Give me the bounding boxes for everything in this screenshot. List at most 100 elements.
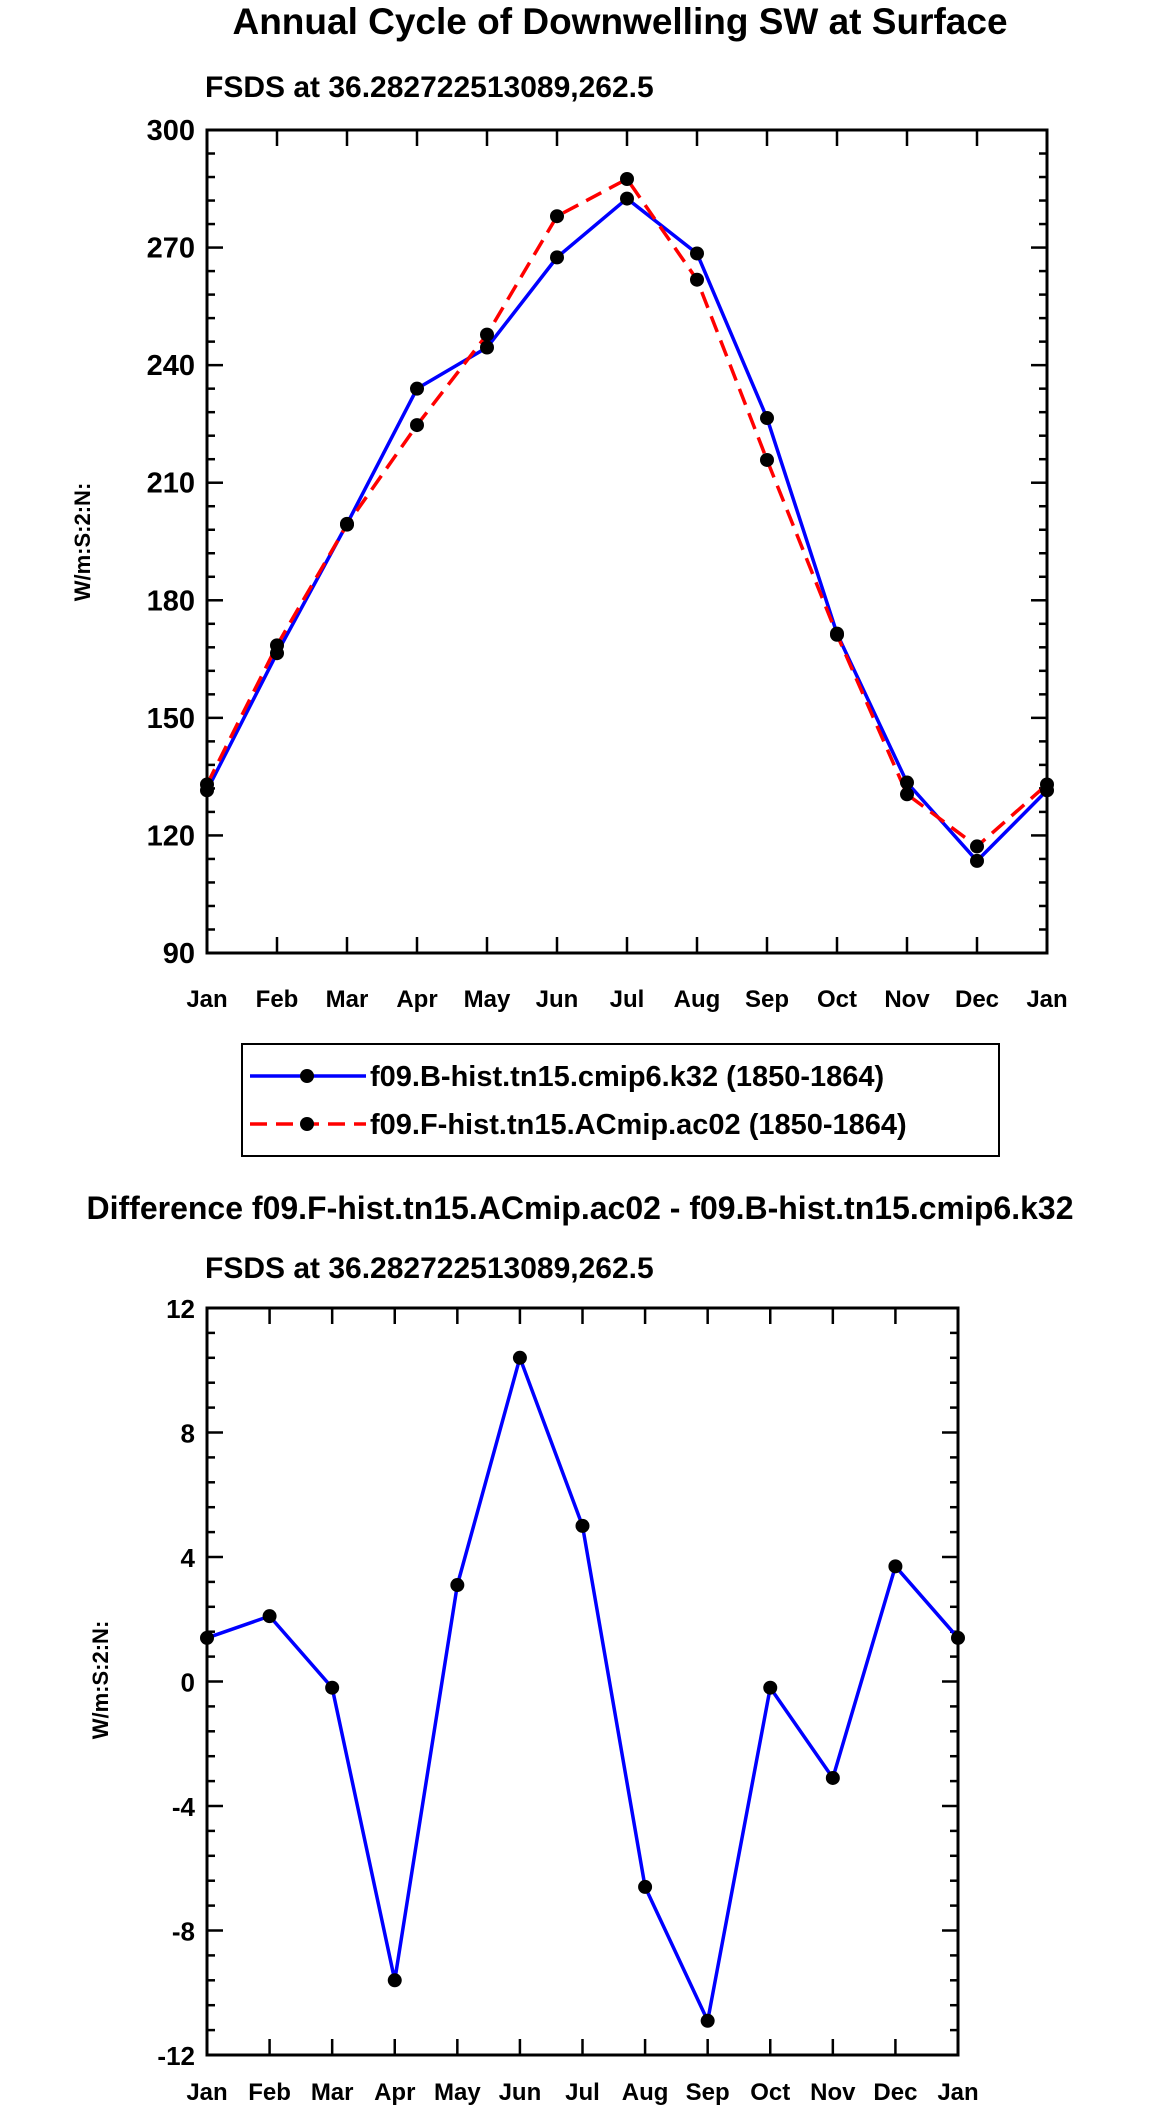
x-tick-label: Oct [817, 986, 857, 1013]
chart1-y-ticks [207, 128, 1047, 955]
series-1-point [690, 272, 704, 287]
series-0-point [951, 1630, 965, 1645]
chart2-y-ticks [207, 1306, 958, 2057]
y-tick-label: 180 [147, 585, 195, 617]
chart2-series [200, 1350, 965, 2028]
y-tick-label: 210 [147, 468, 195, 500]
series-0-point [512, 1350, 527, 1365]
x-tick-label: Sep [686, 2079, 730, 2106]
chart1-y-tick-labels: 90 120 150 180 210 240 270 300 [147, 115, 195, 970]
x-tick-label: Jan [186, 986, 227, 1013]
legend-label-f-hist: f09.F-hist.tn15.ACmip.ac02 (1850-1864) [370, 1109, 907, 1141]
y-tick-label: -4 [172, 1792, 196, 1822]
series-0-point [200, 1630, 214, 1645]
series-0-point [888, 1559, 903, 1574]
x-tick-label: Dec [955, 986, 999, 1013]
series-0-point [763, 1680, 778, 1695]
series-1-point [830, 627, 844, 642]
y-tick-label: 120 [147, 820, 195, 852]
chart1-x-ticks [205, 130, 1049, 953]
chart2-y-tick-labels: -12 -8 -4 0 4 8 12 [157, 1294, 195, 2071]
series-0-point [700, 2013, 715, 2028]
series-0-point [450, 1578, 465, 1593]
x-tick-label: Dec [873, 2079, 917, 2106]
x-tick-label: Mar [326, 986, 369, 1013]
series-1-point [480, 327, 494, 342]
chart2-y-axis-label: W/m:S:2:N: [88, 1621, 113, 1740]
series-0-point [575, 1518, 590, 1533]
series-1-point [410, 418, 424, 433]
series-0-point [970, 853, 984, 868]
x-tick-label: Aug [622, 2079, 669, 2106]
series-0-point [262, 1609, 277, 1624]
series-line-1 [205, 177, 1049, 849]
series-1-point [550, 209, 564, 224]
chart2-title: Difference f09.F-hist.tn15.ACmip.ac02 - … [87, 1190, 1074, 1226]
x-tick-label: May [434, 2079, 481, 2106]
series-line-0 [205, 196, 1049, 863]
series-0-point [620, 191, 634, 206]
x-tick-label: Jul [610, 986, 645, 1013]
series-0-point [480, 340, 494, 355]
x-tick-label: Nov [884, 986, 930, 1013]
series-0-point [690, 246, 704, 261]
series-0-point [325, 1680, 340, 1695]
series-0-point [410, 381, 424, 396]
legend-marker-b-hist [300, 1069, 314, 1083]
legend-label-b-hist: f09.B-hist.tn15.cmip6.k32 (1850-1864) [370, 1061, 884, 1093]
y-tick-label: 12 [166, 1294, 195, 1324]
y-tick-label: 150 [147, 703, 195, 735]
x-tick-label: Jan [186, 2079, 227, 2106]
series-1-point [270, 638, 284, 653]
series-0-point [900, 775, 914, 790]
series-1-point [900, 787, 914, 802]
y-tick-label: 8 [181, 1419, 195, 1449]
y-tick-label: 4 [181, 1543, 196, 1573]
y-tick-label: 300 [147, 115, 195, 147]
series-1-point [200, 777, 214, 792]
series-1-point [970, 839, 984, 854]
series-0-point [760, 411, 774, 426]
x-tick-label: Sep [745, 986, 789, 1013]
x-tick-label: Jun [499, 2079, 542, 2106]
series-0-point [387, 1973, 402, 1988]
y-tick-label: 240 [147, 350, 195, 382]
chart2-x-tick-labels: Jan Feb Mar Apr May Jun Jul Aug Sep Oct Nov Dec Jan [186, 2079, 978, 2106]
chart1-x-tick-labels: Jan Feb Mar Apr May Jun Jul Aug Sep Oct Nov Dec Jan [186, 986, 1067, 1013]
chart2-x-ticks [205, 1308, 960, 2055]
chart2-frame [205, 1306, 960, 2057]
x-tick-label: Nov [810, 2079, 856, 2106]
x-tick-label: Oct [750, 2079, 790, 2106]
series-line-0 [206, 1356, 960, 2023]
series-0-point [825, 1770, 840, 1785]
y-tick-label: -12 [157, 2041, 195, 2071]
x-tick-label: Jan [1026, 986, 1067, 1013]
x-tick-label: Jul [565, 2079, 600, 2106]
series-1-point [340, 517, 354, 532]
y-tick-label: -8 [172, 1917, 195, 1947]
series-1-point [760, 452, 774, 467]
chart1-y-axis-label: W/m:S:2:N: [70, 483, 95, 602]
y-tick-label: 270 [147, 233, 195, 265]
x-tick-label: Aug [674, 986, 721, 1013]
chart1-title: Annual Cycle of Downwelling SW at Surfac… [232, 1, 1007, 42]
x-tick-label: Feb [248, 2079, 291, 2106]
x-tick-label: Apr [374, 2079, 415, 2106]
x-tick-label: Feb [256, 986, 299, 1013]
chart1-series [200, 171, 1054, 868]
legend-marker-f-hist [300, 1117, 314, 1131]
x-tick-label: Mar [311, 2079, 354, 2106]
x-tick-label: Apr [396, 986, 437, 1013]
y-tick-label: 0 [181, 1668, 195, 1698]
x-tick-label: Jun [536, 986, 579, 1013]
series-1-point [1040, 777, 1054, 792]
chart2-subtitle: FSDS at 36.282722513089,262.5 [205, 1252, 654, 1285]
y-tick-label: 90 [163, 938, 195, 970]
series-0-point [638, 1879, 653, 1894]
chart1-subtitle: FSDS at 36.282722513089,262.5 [205, 71, 654, 104]
x-tick-label: Jan [937, 2079, 978, 2106]
chart1-legend-box[interactable] [241, 1043, 1000, 1157]
series-0-point [550, 250, 564, 265]
chart1-frame [205, 128, 1049, 955]
